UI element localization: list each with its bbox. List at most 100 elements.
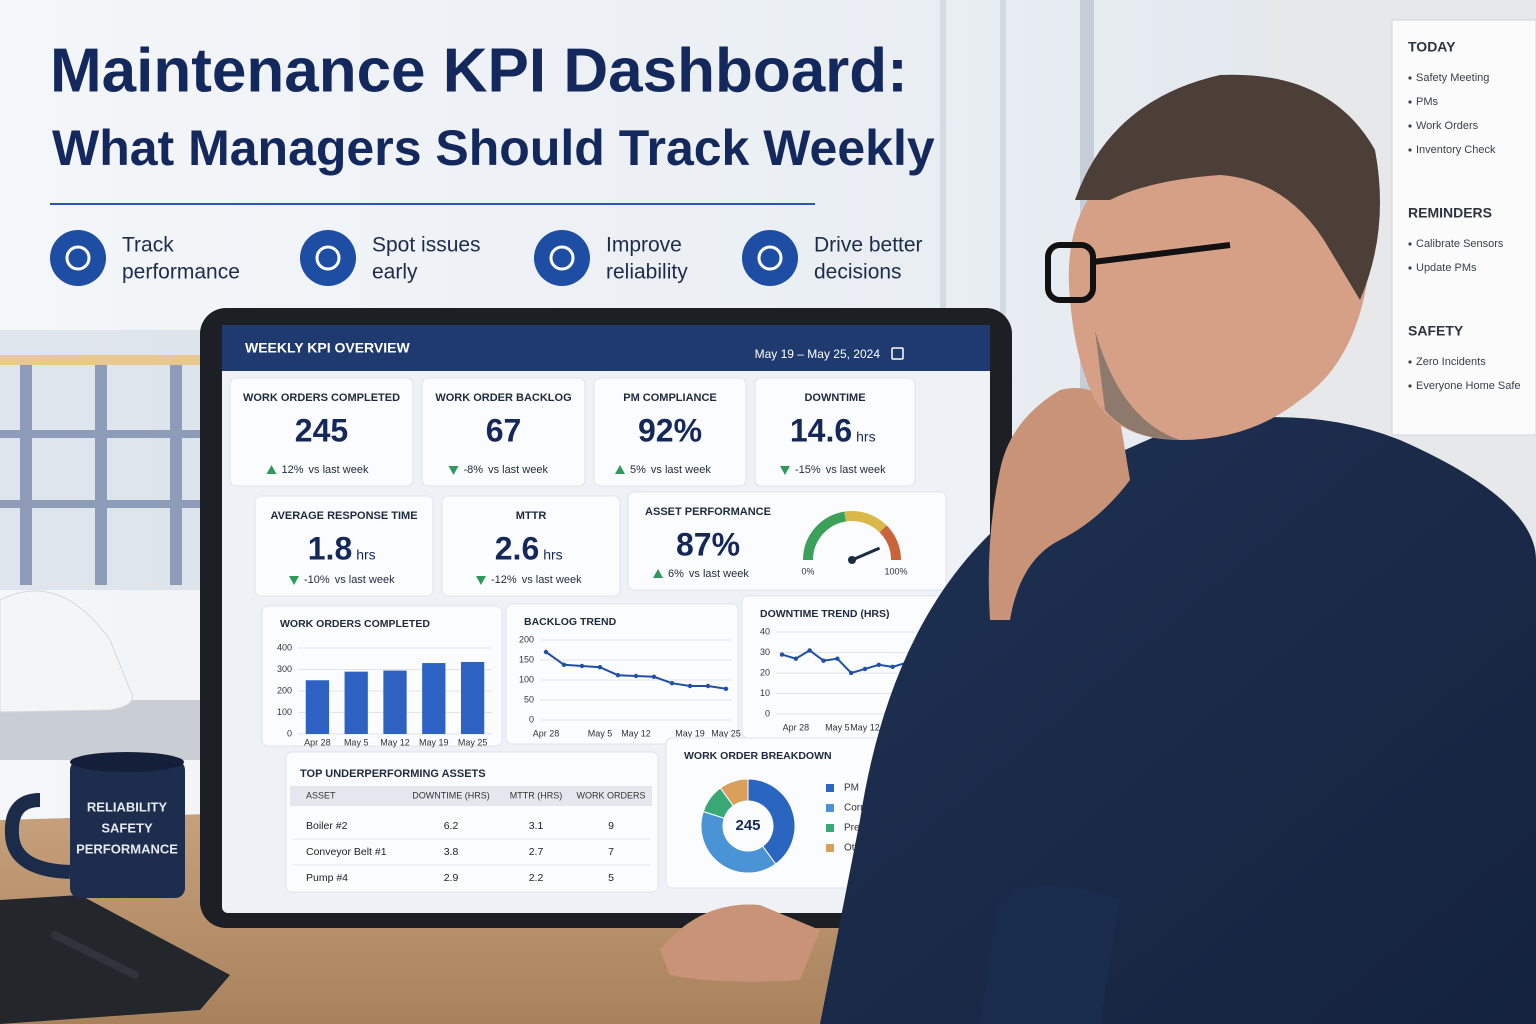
bullet xyxy=(1408,100,1412,104)
kpi-label: DOWNTIME xyxy=(804,392,865,404)
card xyxy=(441,495,621,597)
trend-arrow xyxy=(653,569,663,578)
table-header xyxy=(290,786,652,806)
y-tick-label: 300 xyxy=(277,664,292,674)
legend-swatch xyxy=(826,824,834,832)
table-cell: 3.1 xyxy=(529,820,544,832)
dashboard-header xyxy=(222,325,990,371)
line-point xyxy=(779,652,785,657)
kpi-compare: vs last week xyxy=(335,574,395,586)
line-point xyxy=(862,666,868,672)
kpi-label: ASSET PERFORMANCE xyxy=(645,506,771,518)
feature-text: performance xyxy=(122,261,240,284)
gauge-min: 0% xyxy=(801,566,814,576)
bar xyxy=(460,661,485,734)
board-item: Safety Meeting xyxy=(1416,72,1489,84)
trend-arrow xyxy=(476,576,486,585)
x-tick-label: Apr 28 xyxy=(533,728,560,738)
board-item: Work Orders xyxy=(1416,120,1479,132)
kpi-label: PM COMPLIANCE xyxy=(623,392,717,404)
kpi-value: 1.8 xyxy=(308,530,352,566)
kpi-change: 5% xyxy=(630,464,646,476)
feature-icon xyxy=(50,230,106,286)
y-tick-label: 400 xyxy=(277,642,292,652)
kpi-change: 12% xyxy=(282,464,304,476)
table-header-cell: MTTR (HRS) xyxy=(510,790,563,800)
line-point xyxy=(633,673,639,679)
line-point xyxy=(543,649,549,655)
board-item: Inventory Check xyxy=(1416,144,1496,156)
board-heading: REMINDERS xyxy=(1408,205,1492,221)
table-header-cell: ASSET xyxy=(306,790,336,800)
legend-label: PM xyxy=(844,783,859,794)
bullet xyxy=(1408,242,1412,246)
table-cell: Conveyor Belt #1 xyxy=(306,846,387,858)
feature-text: Improve xyxy=(606,234,682,257)
board-item: PMs xyxy=(1416,96,1439,108)
x-tick-label: May 25 xyxy=(711,728,741,738)
kpi-label: WORK ORDERS COMPLETED xyxy=(243,392,400,404)
table-cell: 9 xyxy=(608,820,614,832)
x-tick-label: May 5 xyxy=(825,722,850,732)
x-tick-label: May 19 xyxy=(675,728,705,738)
gauge-arc xyxy=(844,511,887,533)
x-tick-label: May 19 xyxy=(419,737,449,747)
kpi-compare: vs last week xyxy=(651,464,711,476)
feature-icon-glyph xyxy=(549,245,575,271)
kpi-change: -15% xyxy=(795,464,821,476)
line-point xyxy=(723,686,729,691)
y-tick-label: 40 xyxy=(760,626,770,636)
feature-icon-glyph xyxy=(65,245,91,271)
kpi-compare: vs last week xyxy=(826,464,886,476)
y-tick-label: 10 xyxy=(760,688,770,698)
board-item: Update PMs xyxy=(1416,262,1477,274)
table-cell: 7 xyxy=(608,846,614,858)
feature-icon-glyph xyxy=(757,245,783,271)
line-point xyxy=(848,670,854,676)
bullet xyxy=(1408,384,1412,388)
hard-hat xyxy=(0,590,133,713)
bullet xyxy=(1408,148,1412,152)
kpi-change: 6% xyxy=(668,568,684,580)
chart-title: BACKLOG TREND xyxy=(524,616,617,628)
chart-title: WORK ORDERS COMPLETED xyxy=(280,618,430,630)
kpi-value: 14.6 xyxy=(790,412,852,448)
chart-title: WORK ORDER BREAKDOWN xyxy=(684,750,832,762)
x-tick-label: May 12 xyxy=(380,737,410,747)
mug-text: SAFETY xyxy=(101,820,153,835)
x-tick-label: May 5 xyxy=(344,737,369,747)
table-cell: Pump #4 xyxy=(306,872,348,884)
board-item: Everyone Home Safe xyxy=(1416,380,1521,392)
chart-title: DOWNTIME TREND (HRS) xyxy=(760,608,890,620)
mug-text: PERFORMANCE xyxy=(76,841,178,856)
bar xyxy=(305,680,330,734)
board-heading: TODAY xyxy=(1408,39,1456,55)
line-point xyxy=(835,656,840,661)
table-header-cell: DOWNTIME (HRS) xyxy=(412,790,490,800)
board-item: Calibrate Sensors xyxy=(1416,238,1504,250)
feature-text: Drive better xyxy=(814,234,923,257)
legend-swatch xyxy=(826,804,834,812)
y-tick-label: 200 xyxy=(519,634,534,644)
feature-text: reliability xyxy=(606,261,688,284)
bar xyxy=(344,671,368,734)
line-point xyxy=(651,674,657,679)
dashboard: WEEKLY KPI OVERVIEW May 19 – May 25, 2024… xyxy=(229,340,977,893)
whiteboard xyxy=(1391,19,1536,436)
donut-slice xyxy=(719,778,749,807)
card xyxy=(505,603,739,745)
y-tick-label: 200 xyxy=(277,685,292,695)
kpi-compare: vs last week xyxy=(309,464,369,476)
line-point xyxy=(705,683,711,689)
line-point xyxy=(687,683,693,689)
table-cell: Boiler #2 xyxy=(306,820,348,832)
board-heading: SAFETY xyxy=(1408,323,1464,339)
kpi-value: 245 xyxy=(295,412,348,448)
y-tick-label: 50 xyxy=(524,694,534,704)
y-tick-label: 0 xyxy=(287,728,292,738)
card xyxy=(593,377,747,487)
table-header-cell: WORK ORDERS xyxy=(576,790,645,800)
line-point xyxy=(807,648,812,653)
y-tick-label: 100 xyxy=(277,707,292,717)
